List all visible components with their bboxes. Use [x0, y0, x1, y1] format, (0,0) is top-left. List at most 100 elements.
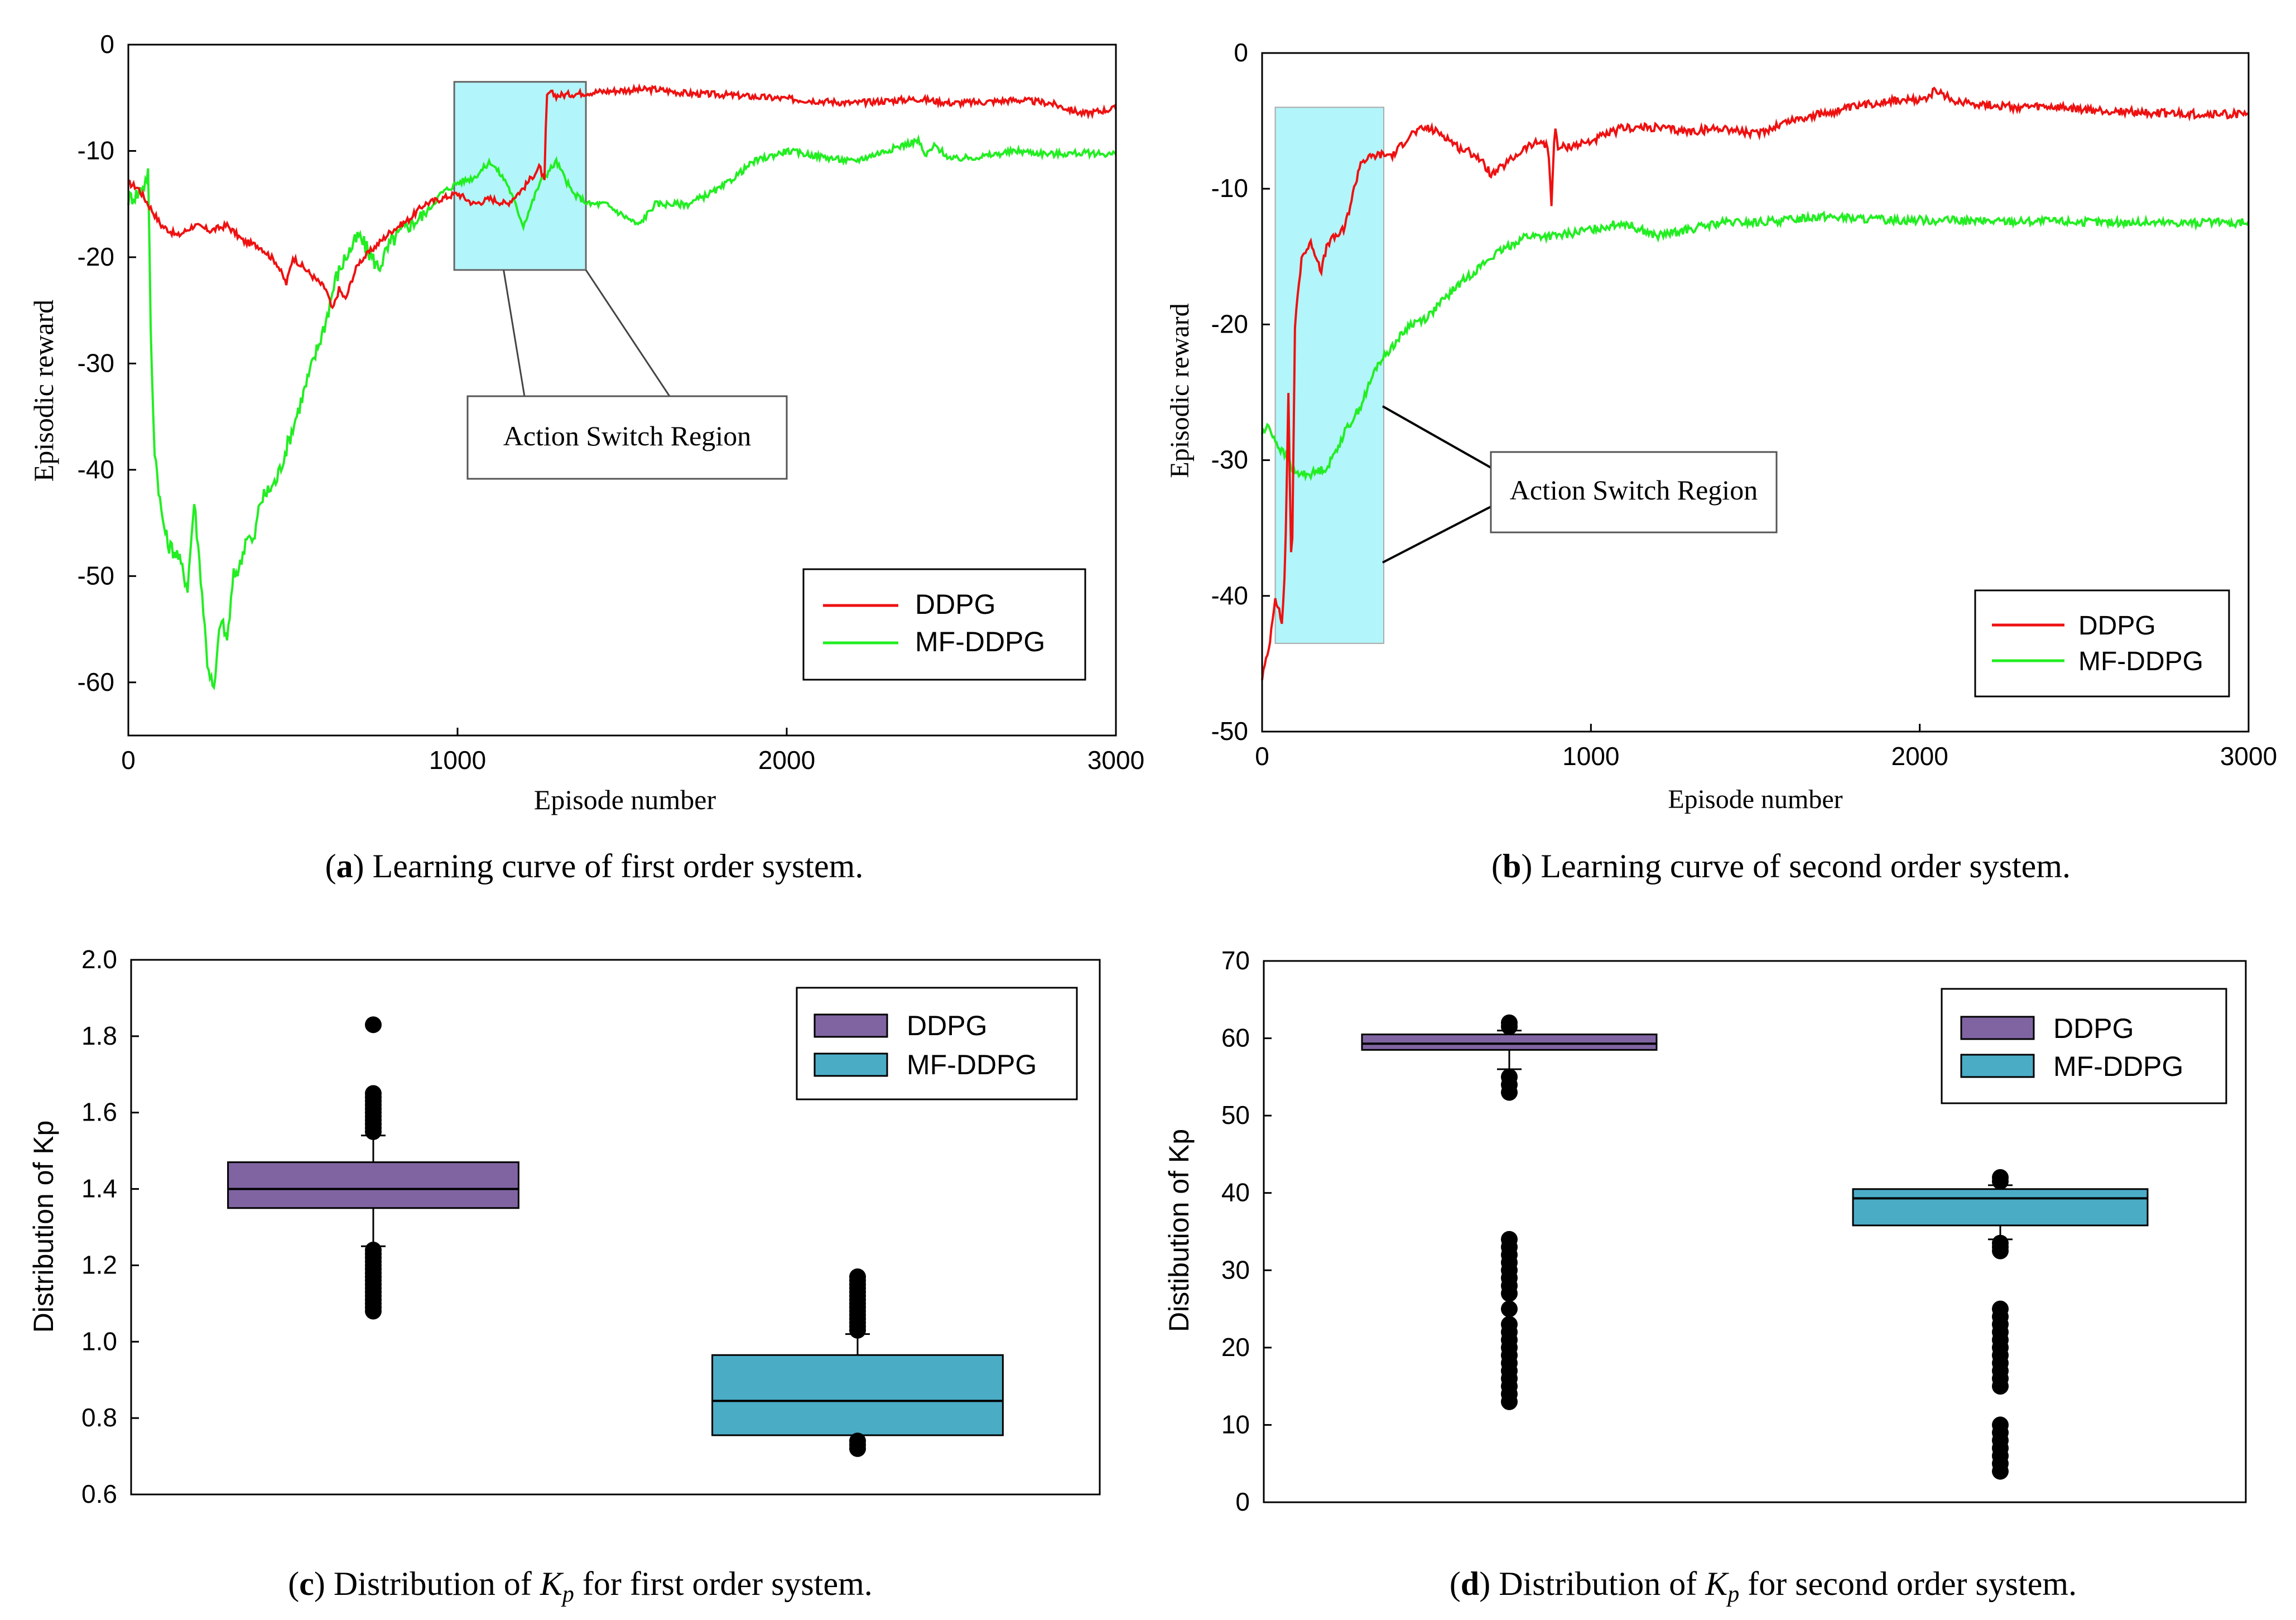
- panel-c-ytick-label: 0.6: [81, 1479, 117, 1508]
- panel-b-ytick-label: -20: [1211, 309, 1248, 338]
- panel-d-boxes: [1361, 1014, 2149, 1480]
- panel-b-annotation-arrow-1: [1382, 405, 1491, 469]
- panel-a-legend-mf-label: MF-DDPG: [915, 626, 1045, 657]
- panel-a-xtick-label: 0: [121, 746, 136, 775]
- panel-b-xtick-label: 2000: [1891, 742, 1948, 771]
- panel-b-legend-ddpg-label: DDPG: [2078, 611, 2156, 641]
- panel-c-legend-mf-label: MF-DDPG: [907, 1049, 1037, 1080]
- panel-a-lines: [127, 83, 1117, 691]
- panel-d-box-mf-ddpg-outlier: [1992, 1300, 2009, 1318]
- panel-a-annotation-arrow-1: [503, 270, 526, 397]
- panel-c-legend-ddpg-swatch: [814, 1013, 888, 1038]
- panel-b-frame: [1261, 52, 2250, 733]
- panel-b-ylabel: Episodic reward: [1165, 303, 1195, 478]
- panel-a-ytick-label: -10: [78, 136, 114, 165]
- panel-c-legend-ddpg-label: DDPG: [907, 1010, 987, 1041]
- panel-c-y-ticks: 0.6 0.8 1.0 1.2 1.4 1.6 1.8 2.0: [81, 945, 139, 1508]
- panel-b-annotation-box: [1490, 451, 1778, 533]
- panel-a-ytick-label: -50: [78, 561, 114, 590]
- panel-d-caption: (d) Distribution of Kp for second order …: [1450, 1565, 2077, 1607]
- panel-b-lines: [1261, 86, 2250, 680]
- panel-b-xtick-label: 1000: [1562, 742, 1619, 771]
- panel-b-series-ddpg: [1261, 86, 2249, 680]
- panel-a-xtick-label: 3000: [1087, 746, 1144, 775]
- panel-b-ytick-label: -30: [1211, 445, 1248, 474]
- panel-a-xtick-label: 2000: [758, 746, 815, 775]
- panel-c-ytick-label: 1.2: [81, 1250, 117, 1279]
- panel-d-legend-ddpg-swatch: [1960, 1016, 2035, 1040]
- panel-d: 0 10 20 30 40 50 60 70 Distibution of Kp DDPG M…: [1163, 946, 2247, 1607]
- panel-a-ytick-label: -30: [78, 348, 114, 377]
- panel-c-box-mf-ddpg-outlier: [849, 1268, 866, 1285]
- panel-c-ytick-label: 0.8: [81, 1403, 117, 1432]
- panel-d-legend-ddpg-label: DDPG: [2053, 1013, 2134, 1044]
- panel-d-legend-mf-swatch: [1960, 1054, 2035, 1078]
- panel-b-legend-mf-label: MF-DDPG: [2078, 647, 2203, 676]
- panel-a-annotation-text: Action Switch Region: [503, 420, 751, 451]
- panel-a-series-mf-ddpg: [127, 134, 1117, 691]
- panel-b-legend: [1974, 589, 2230, 698]
- panel-a: 0 -10 -20 -30 -40 -50 -60 0 1000 2000 3000 Episod…: [28, 30, 1144, 884]
- panel-d-frame: [1263, 960, 2247, 1503]
- panel-b-xlabel: Episode number: [1668, 785, 1842, 814]
- panel-d-ytick-label: 10: [1221, 1410, 1250, 1439]
- panel-b-x-ticks: 0 1000 2000 3000: [1255, 724, 2277, 771]
- panel-b-xtick-label: 3000: [2220, 742, 2277, 771]
- panel-b-annotation-text: Action Switch Region: [1510, 474, 1758, 506]
- panel-a-caption: (a) Learning curve of first order system…: [325, 848, 864, 884]
- panel-b-y-ticks: 0 -10 -20 -30 -40 -50: [1211, 38, 1270, 746]
- panel-b-ytick-label: -10: [1211, 174, 1248, 203]
- panel-d-box-mf-ddpg: [1852, 1188, 2149, 1227]
- panel-c-box-ddpg-outlier: [365, 1085, 382, 1102]
- panel-d-ytick-label: 0: [1235, 1487, 1250, 1516]
- panel-a-xtick-label: 1000: [429, 746, 486, 775]
- panel-d-ylabel: Distibution of Kp: [1163, 1129, 1195, 1332]
- panel-b-caption: (b) Learning curve of second order syste…: [1491, 848, 2071, 884]
- panel-d-ytick-label: 20: [1221, 1333, 1250, 1362]
- panel-a-ylabel: Episodic reward: [28, 300, 59, 482]
- panel-a-ytick-label: -60: [78, 667, 114, 696]
- panel-d-ytick-label: 60: [1221, 1023, 1250, 1052]
- panel-c-caption: (c) Distribution of Kp for first order s…: [288, 1565, 873, 1607]
- panel-c-ytick-label: 1.0: [81, 1326, 117, 1355]
- panel-c-ylabel: Distribution of Kp: [28, 1121, 59, 1333]
- panel-a-ytick-label: -20: [78, 242, 114, 271]
- panel-b-highlight: [1274, 107, 1385, 644]
- panel-a-series-ddpg: [128, 83, 1117, 310]
- panel-b: 0 -10 -20 -30 -40 -50 0 1000 2000 3000 Episode n…: [1165, 38, 2277, 884]
- panel-d-box-ddpg-outlier: [1501, 1230, 1518, 1248]
- panel-b-xtick-label: 0: [1255, 742, 1269, 771]
- panel-d-legend: [1941, 988, 2227, 1104]
- panel-c-box-mf-ddpg: [711, 1354, 1004, 1436]
- panel-a-frame: [127, 44, 1117, 737]
- panel-c-boxes: [227, 1016, 1004, 1457]
- panel-d-box-ddpg-outlier: [1501, 1300, 1518, 1318]
- panel-a-annotation-arrow-2: [585, 269, 671, 397]
- panel-d-y-ticks: 0 10 20 30 40 50 60 70: [1221, 946, 1272, 1516]
- panel-c-box-ddpg-outlier: [365, 1016, 382, 1033]
- panel-c-box-ddpg-outlier: [365, 1242, 382, 1259]
- panel-d-ytick-label: 70: [1221, 946, 1250, 975]
- panel-c-legend-mf-swatch: [814, 1052, 888, 1077]
- panel-a-ytick-label: -40: [78, 455, 114, 484]
- panel-d-box-ddpg-outlier: [1501, 1014, 1518, 1031]
- panel-a-legend: [802, 568, 1086, 681]
- panel-a-legend-ddpg-label: DDPG: [915, 589, 995, 620]
- panel-c-ytick-label: 1.6: [81, 1098, 117, 1127]
- panel-b-ytick-label: -50: [1211, 717, 1248, 746]
- panel-b-annotation-arrow-2: [1382, 506, 1491, 564]
- panel-b-ytick-label: -40: [1211, 581, 1248, 610]
- panel-d-box-mf-ddpg-outlier: [1992, 1234, 2009, 1252]
- panel-d-box-mf-ddpg-outlier: [1992, 1169, 2009, 1186]
- panel-c-box-mf-ddpg-outlier: [849, 1432, 866, 1450]
- panel-a-xlabel: Episode number: [534, 784, 716, 815]
- panel-a-x-ticks: 0 1000 2000 3000: [121, 728, 1144, 775]
- panel-a-annotation-box: [466, 395, 788, 480]
- panel-b-series-mf-ddpg: [1261, 210, 2250, 482]
- panel-d-box-mf-ddpg-outlier: [1992, 1416, 2009, 1434]
- panel-d-box-ddpg-outlier: [1501, 1068, 1518, 1085]
- panel-c-ytick-label: 1.8: [81, 1021, 117, 1050]
- panel-d-ytick-label: 50: [1221, 1100, 1250, 1129]
- panel-d-box-ddpg: [1361, 1033, 1658, 1051]
